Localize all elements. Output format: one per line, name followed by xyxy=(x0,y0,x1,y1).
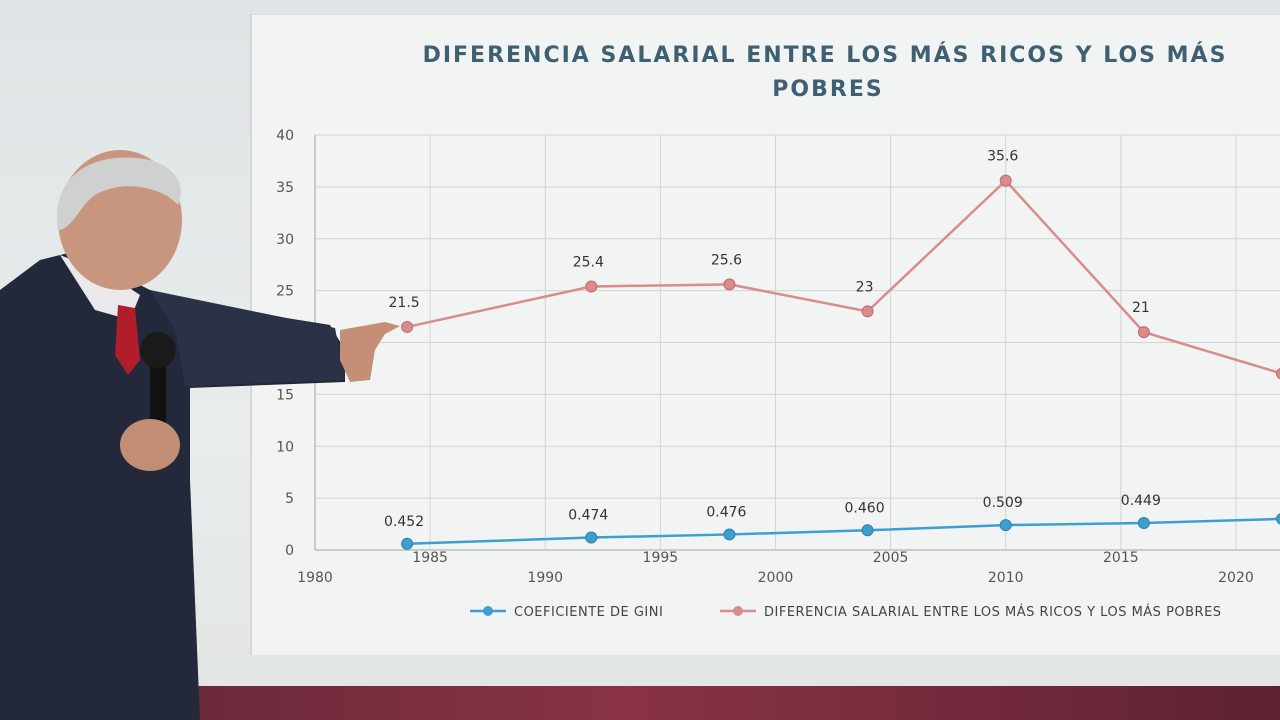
data-point xyxy=(401,320,414,333)
legend-swatch-marker xyxy=(733,606,743,616)
x-tick-label: 2010 xyxy=(988,570,1024,586)
y-tick-label: 30 xyxy=(276,232,294,248)
data-label: 0.476 xyxy=(706,504,746,520)
y-tick-label: 25 xyxy=(276,284,294,300)
stage-bottom-bar xyxy=(190,686,1280,720)
x-tick-label: 2015 xyxy=(1103,550,1139,566)
y-tick-label: 0 xyxy=(285,543,294,559)
microphone-icon xyxy=(150,360,166,432)
axes: 0510152025303540198019851990199520002005… xyxy=(276,128,1280,586)
presenter-tie xyxy=(115,305,140,375)
data-label: 25.6 xyxy=(711,252,742,268)
x-tick-label: 1980 xyxy=(297,570,333,586)
data-label: 25.4 xyxy=(573,254,604,270)
data-label: 0.449 xyxy=(1121,493,1161,509)
data-point xyxy=(723,278,736,291)
chart-title-line-2: POBRES xyxy=(772,77,883,102)
data-point xyxy=(999,174,1012,187)
x-tick-label: 2000 xyxy=(758,570,794,586)
data-label: 23 xyxy=(856,279,874,295)
data-point xyxy=(1137,326,1150,339)
data-label: 21.5 xyxy=(389,295,420,311)
presenter-arm xyxy=(150,290,345,386)
x-tick-label: 2020 xyxy=(1218,570,1254,586)
legend-swatch-marker xyxy=(483,606,493,616)
chart-title: DIFERENCIA SALARIAL ENTRE LOS MÁS RICOS … xyxy=(423,42,1228,102)
y-tick-label: 5 xyxy=(285,491,294,507)
x-tick-label: 1995 xyxy=(643,550,679,566)
series-layer xyxy=(401,174,1280,550)
x-tick-label: 2005 xyxy=(873,550,909,566)
data-labels: 0.452 0.474 0.476 0.460 0.509 0.449 21.5 25.4 25… xyxy=(384,149,1161,530)
presenter-pointing-hand xyxy=(340,322,400,382)
slide-panel xyxy=(250,14,1280,655)
data-point xyxy=(999,519,1012,532)
y-tick-label: 35 xyxy=(276,180,294,196)
legend-entry: COEFICIENTE DE GINI xyxy=(514,605,663,620)
data-point xyxy=(401,537,414,550)
presenter-figure xyxy=(0,150,400,720)
data-point xyxy=(1276,513,1280,525)
data-point xyxy=(1137,517,1150,530)
data-label: 21 xyxy=(1132,300,1150,316)
gridlines xyxy=(314,134,1280,551)
data-point xyxy=(861,305,874,318)
data-label: 0.509 xyxy=(983,495,1023,511)
legend: COEFICIENTE DE GINI DIFERENCIA SALARIAL E… xyxy=(470,604,1222,620)
y-tick-label: 15 xyxy=(276,387,294,403)
presenter-left-hand xyxy=(120,419,180,471)
data-label: 0.474 xyxy=(568,508,608,524)
microphone-head xyxy=(140,332,176,368)
chart-title-line-1: DIFERENCIA SALARIAL ENTRE LOS MÁS RICOS … xyxy=(423,42,1228,68)
data-point xyxy=(1276,367,1280,380)
presenter-hair xyxy=(57,157,181,230)
data-label: 35.6 xyxy=(987,149,1018,165)
data-point xyxy=(585,531,598,544)
y-tick-label: 10 xyxy=(276,439,294,455)
series-line-1 xyxy=(406,178,1280,375)
x-tick-label: 1985 xyxy=(412,550,448,566)
data-label: 0.460 xyxy=(845,500,885,516)
legend-entry: DIFERENCIA SALARIAL ENTRE LOS MÁS RICOS … xyxy=(764,604,1222,620)
data-point xyxy=(585,280,598,293)
x-tick-label: 1990 xyxy=(527,570,563,586)
data-point xyxy=(723,528,736,541)
y-tick-label: 40 xyxy=(276,128,294,144)
data-label: 0.452 xyxy=(384,514,424,530)
data-point xyxy=(861,524,874,537)
